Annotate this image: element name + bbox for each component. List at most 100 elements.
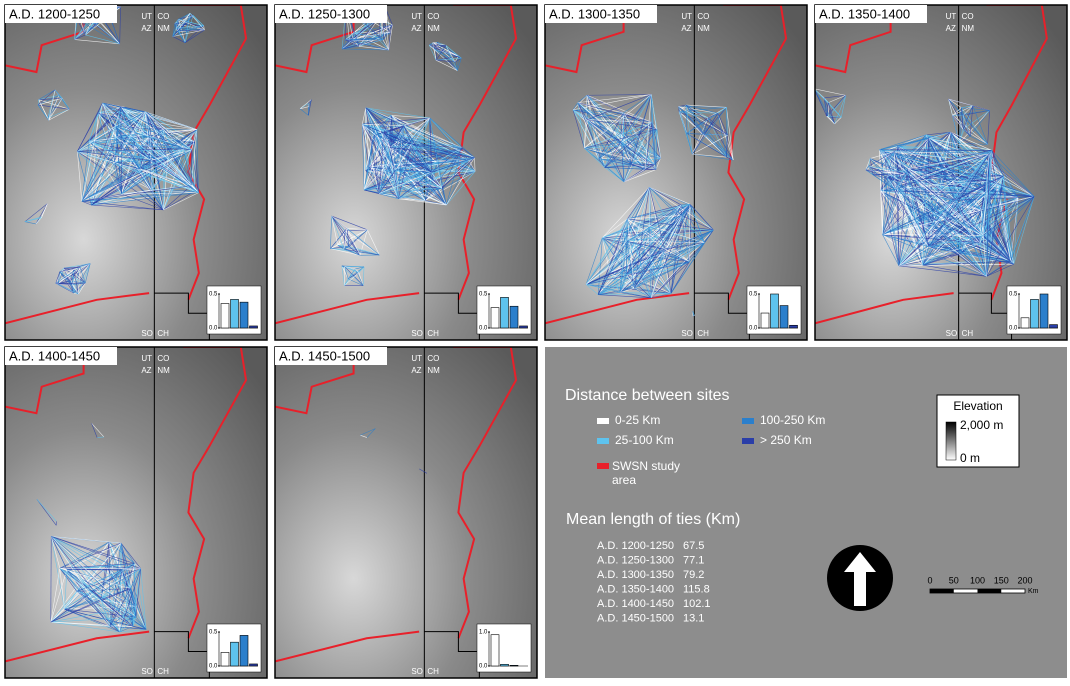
- state-label: SO: [141, 667, 153, 676]
- inset-tick-label: 0.5: [1009, 292, 1018, 298]
- figure: A.D. 1200-1250 UT CO AZ NM SO CH 0.0 0.5 A.D. 125…: [0, 0, 1070, 681]
- inset-bar: [250, 664, 258, 666]
- legend-label-box: SWSN study area: [612, 459, 702, 493]
- state-label: NM: [157, 366, 170, 375]
- state-label: SO: [946, 329, 958, 338]
- state-label: AZ: [411, 366, 421, 375]
- period-label: A.D. 1300-1350: [597, 569, 674, 581]
- inset-bar: [1031, 299, 1039, 328]
- inset-bar: [780, 306, 788, 328]
- map-panel: A.D. 1400-1450 UT CO AZ NM SO CH 0.0 0.5: [5, 347, 267, 678]
- inset-bar: [790, 325, 798, 328]
- inset-tick-label: 0.0: [209, 664, 218, 670]
- legend-label: 100-250 Km: [760, 413, 825, 427]
- legend-swatch: [597, 438, 609, 444]
- inset-tick-label: 1.0: [479, 630, 488, 636]
- elevation-title: Elevation: [953, 399, 1002, 413]
- elevation-min: 0 m: [960, 451, 980, 465]
- inset-bar: [221, 304, 229, 328]
- scale-bar-segment: [978, 589, 1002, 593]
- panel-title: A.D. 1450-1500: [279, 348, 370, 363]
- inset-bar: [240, 635, 248, 666]
- map-panel: A.D. 1350-1400UTCOAZNMSOCH0.00.5: [814, 5, 1067, 340]
- map-panel: A.D. 1200-1250UTCOAZNMSOCH0.00.5: [5, 1, 267, 340]
- inset-bar: [491, 308, 499, 328]
- inset-bar: [520, 326, 528, 328]
- period-label: A.D. 1450-1500: [597, 612, 674, 624]
- inset-tick-label: 0.0: [479, 326, 488, 332]
- state-label: CH: [427, 329, 439, 338]
- state-label: CH: [427, 667, 439, 676]
- state-label: CH: [157, 667, 169, 676]
- mean-length-title: Mean length of ties (Km): [566, 511, 740, 528]
- state-label: AZ: [681, 24, 691, 33]
- state-label: SO: [141, 329, 153, 338]
- scale-label: 150: [994, 575, 1009, 585]
- state-label: SO: [411, 667, 423, 676]
- mean-length-value: 67.5: [683, 540, 704, 552]
- legend-label: 25-100 Km: [615, 433, 674, 447]
- map-panel: A.D. 1450-1500 UT CO AZ NM SO CH 0.0 1.0: [275, 347, 537, 678]
- state-label: UT: [681, 12, 692, 21]
- inset-bar: [240, 302, 248, 328]
- period-label: A.D. 1350-1400: [597, 583, 674, 595]
- map-panel: A.D. 1300-1350UTCOAZNMSOCH0.00.5: [545, 5, 807, 340]
- state-label: AZ: [411, 24, 421, 33]
- inset-tick-label: 0.0: [749, 326, 758, 332]
- inset-tick-label: 0.0: [209, 326, 218, 332]
- state-label: CH: [157, 329, 169, 338]
- legend-swatch: [742, 418, 754, 424]
- panel-title: A.D. 1400-1450: [9, 348, 100, 363]
- state-label: CO: [697, 12, 709, 21]
- elevation-ramp: [946, 422, 956, 460]
- state-label: CO: [157, 354, 169, 363]
- inset-bar: [1050, 325, 1058, 328]
- state-label: UT: [411, 354, 422, 363]
- state-label: AZ: [141, 366, 151, 375]
- state-label: CH: [962, 329, 974, 338]
- state-label: SO: [411, 329, 423, 338]
- panel-title: A.D. 1300-1350: [549, 6, 640, 21]
- state-label: UT: [141, 354, 152, 363]
- state-label: CO: [427, 12, 439, 21]
- state-label: CH: [697, 329, 709, 338]
- inset-tick-label: 0.5: [209, 630, 218, 636]
- inset-bar: [231, 299, 239, 328]
- period-label: A.D. 1250-1300: [597, 554, 674, 566]
- inset-bar: [510, 306, 518, 328]
- inset-bar: [501, 297, 509, 328]
- state-label: NM: [427, 366, 440, 375]
- inset-bar: [231, 642, 239, 666]
- inset-tick-label: 0.5: [749, 292, 758, 298]
- legend-label: 0-25 Km: [615, 413, 660, 427]
- period-label: A.D. 1400-1450: [597, 598, 674, 610]
- inset-bar: [221, 652, 229, 666]
- scale-bar-segment: [930, 589, 954, 593]
- inset-bar: [510, 665, 518, 666]
- state-label: SO: [681, 329, 693, 338]
- inset-bar: [501, 664, 509, 666]
- inset-bar: [771, 294, 779, 328]
- map-panel: A.D. 1250-1300UTCOAZNMSOCH0.00.5: [275, 5, 537, 340]
- legend-swatch: [597, 418, 609, 424]
- state-label: NM: [427, 24, 440, 33]
- inset-tick-label: 0.0: [479, 664, 488, 670]
- network-tie: [693, 316, 694, 317]
- state-label: AZ: [141, 24, 151, 33]
- network-tie: [80, 1, 105, 2]
- legend-label: > 250 Km: [760, 433, 812, 447]
- inset-bar: [250, 326, 258, 328]
- elevation-max: 2,000 m: [960, 418, 1003, 432]
- inset-tick-label: 0.5: [479, 292, 488, 298]
- mean-length-value: 77.1: [683, 554, 704, 566]
- state-label: CO: [427, 354, 439, 363]
- state-label: CO: [157, 12, 169, 21]
- state-label: NM: [157, 24, 170, 33]
- panel-title: A.D. 1200-1250: [9, 6, 100, 21]
- scale-label: 100: [970, 575, 985, 585]
- period-label: A.D. 1200-1250: [597, 540, 674, 552]
- panel-title: A.D. 1350-1400: [819, 6, 910, 21]
- inset-tick-label: 0.0: [1009, 326, 1018, 332]
- inset-tick-label: 0.5: [209, 292, 218, 298]
- inset-bar: [491, 635, 499, 666]
